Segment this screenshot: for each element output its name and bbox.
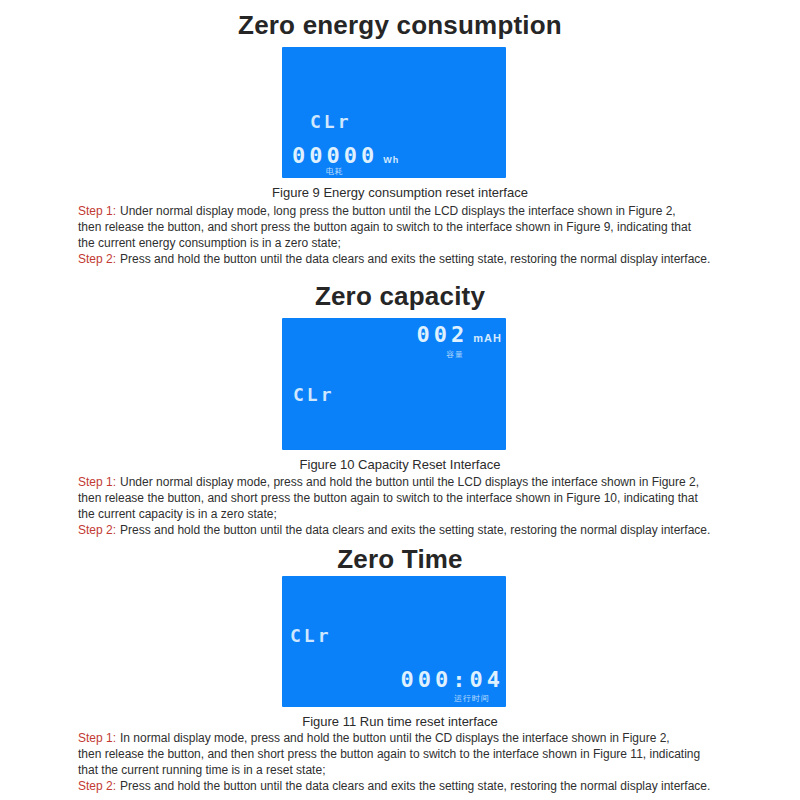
step-text: the current energy consumption is in a z… xyxy=(78,236,341,250)
lcd-energy-reading: 00000 Wh xyxy=(292,145,399,167)
step-line: that the current running time is in a re… xyxy=(78,762,792,778)
step-text: the current capacity is in a zero state; xyxy=(78,507,277,521)
step-text: then release the button, and then short … xyxy=(78,747,700,761)
lcd-capacity-value: 002 xyxy=(417,324,469,346)
step-text: Under normal display mode, press and hol… xyxy=(120,475,699,489)
step1-label: Step 1: xyxy=(78,204,116,218)
lcd-clr-text: CLr xyxy=(293,386,335,404)
instructions-runtime: Step 1: In normal display mode, press and… xyxy=(0,730,800,794)
lcd-runtime-value: 000:04 xyxy=(401,669,504,691)
step1-label: Step 1: xyxy=(78,731,116,745)
step-text: Press and hold the button until the data… xyxy=(120,523,710,537)
lcd-runtime-label-cn: 运行时间 xyxy=(454,695,490,703)
lcd-screen-figure10: 002 mAH 容量 CLr xyxy=(282,318,506,450)
lcd-runtime-reading: 000:04 xyxy=(401,669,504,691)
step-line: Step 2: Press and hold the button until t… xyxy=(78,522,792,538)
lcd-clr-text: CLr xyxy=(290,627,332,645)
step-line: the current energy consumption is in a z… xyxy=(78,235,792,251)
step-text: then release the button, and short press… xyxy=(78,491,698,505)
step-line: then release the button, and short press… xyxy=(78,219,792,235)
section-zero-time: Zero Time CLr 000:04 运行时间 Figure 11 Run … xyxy=(0,542,800,794)
section-zero-energy: Zero energy consumption CLr 00000 Wh 电耗 … xyxy=(0,8,800,267)
step-text: Under normal display mode, long press th… xyxy=(120,204,676,218)
lcd-capacity-unit: mAH xyxy=(473,332,502,344)
step-text: In normal display mode, press and hold t… xyxy=(120,731,670,745)
step2-label: Step 2: xyxy=(78,523,116,537)
lcd-energy-label-cn: 电耗 xyxy=(326,168,344,176)
step-line: Step 2: Press and hold the button until t… xyxy=(78,778,792,794)
step-line: Step 2: Press and hold the button until t… xyxy=(78,251,792,267)
lcd-energy-unit: Wh xyxy=(383,155,399,165)
section-title: Zero energy consumption xyxy=(0,8,800,42)
step-line: Step 1: Under normal display mode, press … xyxy=(78,474,792,490)
instructions-capacity: Step 1: Under normal display mode, press … xyxy=(0,474,800,538)
lcd-energy-value: 00000 xyxy=(292,145,378,167)
step-line: Step 1: Under normal display mode, long p… xyxy=(78,203,792,219)
step-text: Press and hold the button until the data… xyxy=(120,252,710,266)
instructions-energy: Step 1: Under normal display mode, long p… xyxy=(0,203,800,267)
section-title: Zero Time xyxy=(0,542,800,576)
step-text: then release the button, and short press… xyxy=(78,220,691,234)
lcd-screen-figure9: CLr 00000 Wh 电耗 xyxy=(282,47,506,178)
lcd-clr-text: CLr xyxy=(310,113,352,131)
step1-label: Step 1: xyxy=(78,475,116,489)
step-text: Press and hold the button until the data… xyxy=(120,779,710,793)
figure10-caption: Figure 10 Capacity Reset Interface xyxy=(0,456,800,473)
step-line: Step 1: In normal display mode, press and… xyxy=(78,730,792,746)
lcd-capacity-reading: 002 mAH xyxy=(417,324,502,346)
step-line: then release the button, and short press… xyxy=(78,490,792,506)
lcd-screen-figure11: CLr 000:04 运行时间 xyxy=(282,576,506,707)
manual-page: Zero energy consumption CLr 00000 Wh 电耗 … xyxy=(0,0,800,800)
section-title: Zero capacity xyxy=(0,279,800,313)
figure11-caption: Figure 11 Run time reset interface xyxy=(0,713,800,730)
section-zero-capacity: Zero capacity 002 mAH 容量 CLr Figure 10 C… xyxy=(0,279,800,538)
lcd-capacity-label-cn: 容量 xyxy=(446,351,464,359)
step2-label: Step 2: xyxy=(78,779,116,793)
step-text: that the current running time is in a re… xyxy=(78,763,325,777)
step2-label: Step 2: xyxy=(78,252,116,266)
step-line: then release the button, and then short … xyxy=(78,746,792,762)
figure9-caption: Figure 9 Energy consumption reset interf… xyxy=(0,184,800,201)
step-line: the current capacity is in a zero state; xyxy=(78,506,792,522)
